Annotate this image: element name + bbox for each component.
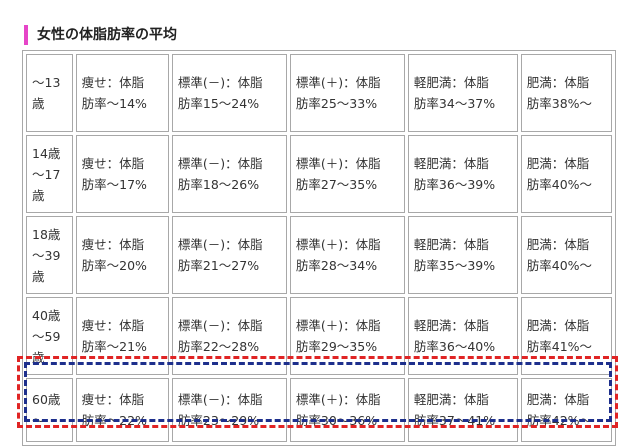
table-row: 14歳 ～17 歳 痩せ：体脂 肪率～17% 標準(－)：体脂 肪率18～26%…	[26, 135, 612, 213]
category-cell-standard-plus: 標準(＋)：体脂 肪率29～35%	[289, 297, 405, 375]
age-cell: ～13 歳	[26, 54, 73, 132]
table-row-highlighted: 60歳 ～ 痩せ：体脂 肪率～22% 標準(－)：体脂 肪率23～29% 標準(…	[26, 378, 612, 442]
category-cell-standard-minus: 標準(－)：体脂 肪率23～29%	[171, 378, 287, 442]
category-cell-standard-plus: 標準(＋)：体脂 肪率25～33%	[289, 54, 405, 132]
category-cell-standard-minus: 標準(－)：体脂 肪率21～27%	[171, 216, 287, 294]
age-cell: 18歳 ～39 歳	[26, 216, 73, 294]
page-heading: 女性の体脂肪率の平均	[24, 24, 177, 45]
category-cell-thin: 痩せ：体脂 肪率～17%	[75, 135, 169, 213]
category-cell-mild-obese: 軽肥満：体脂 肪率34～37%	[407, 54, 518, 132]
category-cell-obese: 肥満：体脂 肪率41%～	[520, 297, 612, 375]
category-cell-obese: 肥満：体脂 肪率38%～	[520, 54, 612, 132]
category-cell-mild-obese: 軽肥満：体脂 肪率37～41%	[407, 378, 518, 442]
category-cell-obese: 肥満：体脂 肪率42%～	[520, 378, 612, 442]
category-cell-obese: 肥満：体脂 肪率40%～	[520, 135, 612, 213]
category-cell-mild-obese: 軽肥満：体脂 肪率36～39%	[407, 135, 518, 213]
category-cell-thin: 痩せ：体脂 肪率～20%	[75, 216, 169, 294]
category-cell-thin: 痩せ：体脂 肪率～21%	[75, 297, 169, 375]
age-cell: 60歳 ～	[26, 378, 73, 442]
category-cell-standard-plus: 標準(＋)：体脂 肪率27～35%	[289, 135, 405, 213]
category-cell-standard-minus: 標準(－)：体脂 肪率22～28%	[171, 297, 287, 375]
table-row: 18歳 ～39 歳 痩せ：体脂 肪率～20% 標準(－)：体脂 肪率21～27%…	[26, 216, 612, 294]
age-cell: 40歳 ～59 歳	[26, 297, 73, 375]
category-cell-standard-minus: 標準(－)：体脂 肪率18～26%	[171, 135, 287, 213]
category-cell-thin: 痩せ：体脂 肪率～22%	[75, 378, 169, 442]
body-fat-table: ～13 歳 痩せ：体脂 肪率～14% 標準(－)：体脂 肪率15～24% 標準(…	[22, 50, 616, 446]
category-cell-standard-plus: 標準(＋)：体脂 肪率30～36%	[289, 378, 405, 442]
category-cell-thin: 痩せ：体脂 肪率～14%	[75, 54, 169, 132]
age-cell: 14歳 ～17 歳	[26, 135, 73, 213]
category-cell-mild-obese: 軽肥満：体脂 肪率36～40%	[407, 297, 518, 375]
category-cell-mild-obese: 軽肥満：体脂 肪率35～39%	[407, 216, 518, 294]
category-cell-obese: 肥満：体脂 肪率40%～	[520, 216, 612, 294]
table-row: ～13 歳 痩せ：体脂 肪率～14% 標準(－)：体脂 肪率15～24% 標準(…	[26, 54, 612, 132]
table-row: 40歳 ～59 歳 痩せ：体脂 肪率～21% 標準(－)：体脂 肪率22～28%…	[26, 297, 612, 375]
category-cell-standard-minus: 標準(－)：体脂 肪率15～24%	[171, 54, 287, 132]
category-cell-standard-plus: 標準(＋)：体脂 肪率28～34%	[289, 216, 405, 294]
